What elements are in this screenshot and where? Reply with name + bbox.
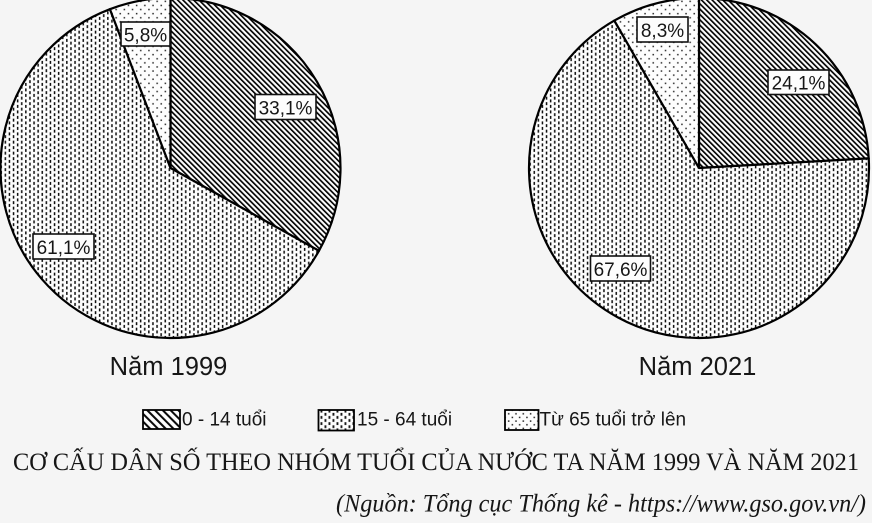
svg-text:5,8%: 5,8% bbox=[124, 26, 167, 47]
svg-text:15 - 64 tuổi: 15 - 64 tuổi bbox=[357, 410, 452, 431]
svg-text:8,3%: 8,3% bbox=[641, 21, 684, 42]
svg-text:24,1%: 24,1% bbox=[772, 74, 826, 95]
svg-text:Năm 1999: Năm 1999 bbox=[110, 353, 228, 381]
svg-text:CƠ CẤU DÂN SỐ THEO NHÓM TUỔI C: CƠ CẤU DÂN SỐ THEO NHÓM TUỔI CỦA NƯỚC TA… bbox=[13, 447, 859, 476]
svg-text:33,1%: 33,1% bbox=[259, 98, 313, 119]
svg-text:Năm 2021: Năm 2021 bbox=[639, 353, 757, 381]
svg-text:Từ 65 tuổi trở lên: Từ 65 tuổi trở lên bbox=[540, 410, 687, 431]
svg-text:67,6%: 67,6% bbox=[594, 260, 648, 281]
svg-text:0 - 14 tuổi: 0 - 14 tuổi bbox=[182, 410, 267, 431]
svg-text:(Nguồn: Tổng cục Thống kê - ht: (Nguồn: Tổng cục Thống kê - https://www.… bbox=[336, 491, 866, 518]
svg-text:61,1%: 61,1% bbox=[37, 238, 91, 259]
